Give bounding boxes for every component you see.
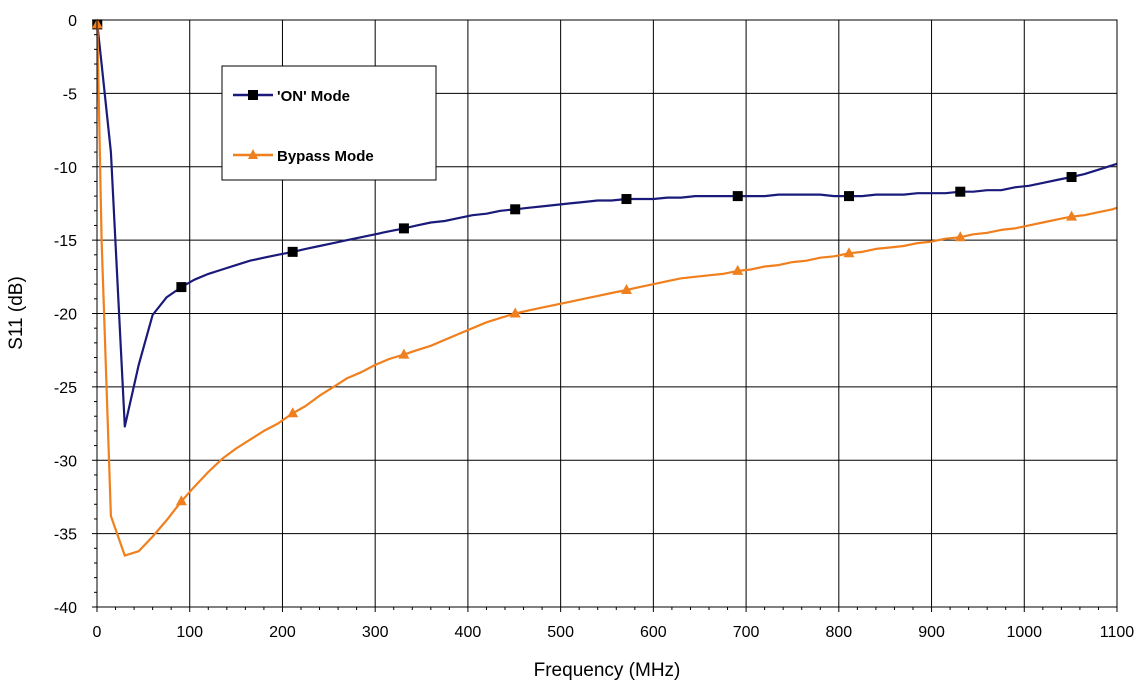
y-tick-label: -20: [54, 307, 77, 324]
x-tick-label: 1000: [1006, 624, 1042, 641]
x-axis-title: Frequency (MHz): [534, 660, 681, 681]
y-tick-label: -30: [54, 453, 77, 470]
data-point-on-mode: [844, 191, 854, 201]
x-tick-label: 700: [733, 624, 760, 641]
y-tick-label: -40: [54, 600, 77, 617]
data-point-on-mode: [1067, 172, 1077, 182]
y-tick-label: -5: [63, 86, 77, 103]
y-tick-label: -25: [54, 380, 77, 397]
legend-bypass-mode-label: Bypass Mode: [277, 148, 374, 165]
legend-on-mode-label: 'ON' Mode: [277, 88, 350, 105]
x-tick-label: 500: [547, 624, 574, 641]
y-tick-label: -35: [54, 527, 77, 544]
y-tick-label: 0: [68, 13, 77, 30]
x-tick-label: 400: [455, 624, 482, 641]
x-tick-label: 300: [362, 624, 389, 641]
x-tick-label: 600: [640, 624, 667, 641]
data-point-on-mode: [733, 191, 743, 201]
x-tick-label: 100: [176, 624, 203, 641]
data-point-on-mode: [955, 187, 965, 197]
y-tick-label: -15: [54, 233, 77, 250]
data-point-on-mode: [176, 282, 186, 292]
x-tick-label: 200: [269, 624, 296, 641]
x-tick-label: 900: [918, 624, 945, 641]
y-axis-title: S11 (dB): [6, 276, 27, 350]
data-point-on-mode: [510, 204, 520, 214]
x-tick-label: 1100: [1100, 624, 1135, 641]
data-point-on-mode: [621, 194, 631, 204]
y-tick-label: -10: [54, 160, 77, 177]
x-tick-label: 0: [93, 624, 102, 641]
data-point-on-mode: [399, 223, 409, 233]
legend-on-mode-marker: [248, 90, 258, 100]
x-tick-label: 800: [825, 624, 852, 641]
data-point-on-mode: [288, 247, 298, 257]
legend: 'ON' Mode Bypass Mode: [222, 66, 436, 180]
